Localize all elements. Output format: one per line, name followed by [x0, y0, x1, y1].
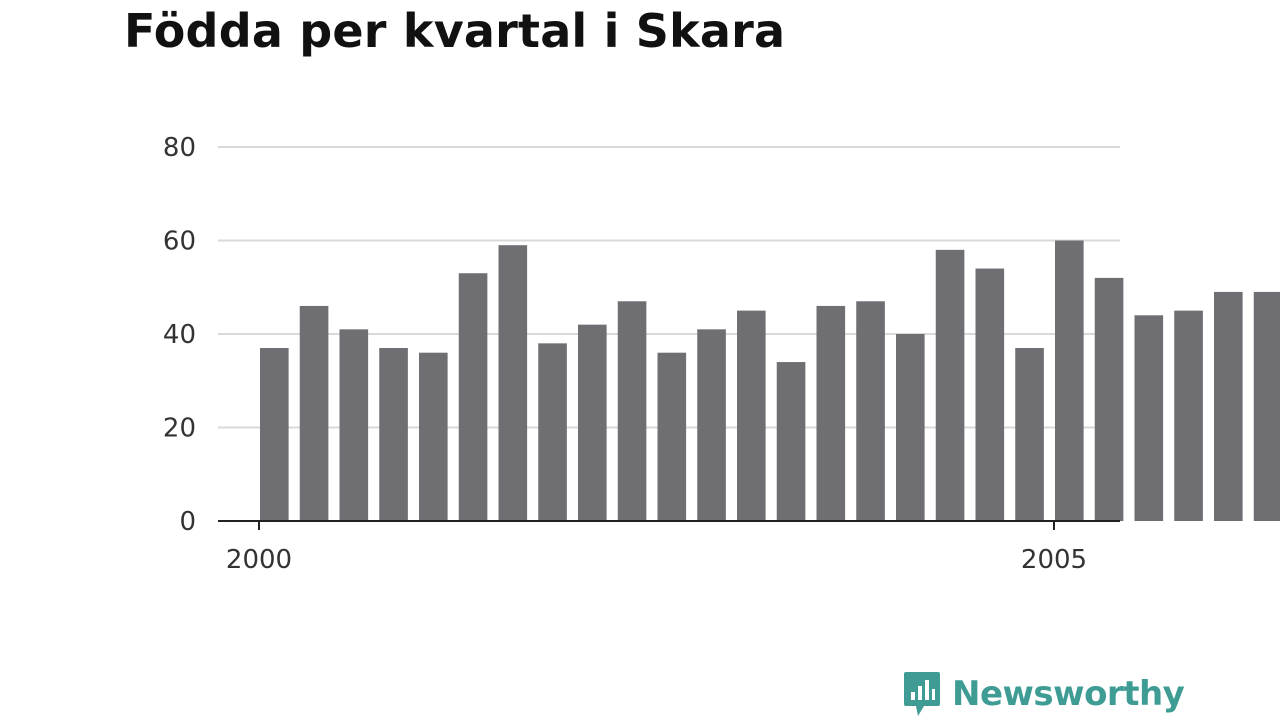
y-tick-label: 20 [163, 414, 196, 444]
brand-logo: Newsworthy [902, 668, 1185, 720]
bar [299, 305, 329, 521]
bar [458, 273, 488, 521]
y-tick-label: 0 [179, 507, 196, 537]
bar [657, 352, 687, 521]
bar [260, 348, 289, 521]
bar [1174, 310, 1203, 521]
x-tick-label: 2000 [226, 545, 292, 575]
y-tick-label: 40 [163, 320, 196, 350]
newsworthy-logo-icon [904, 672, 940, 716]
bar [896, 334, 925, 521]
brand-name: Newsworthy [952, 674, 1185, 714]
bar [1055, 240, 1084, 521]
bar [419, 352, 448, 521]
bar [776, 362, 806, 521]
bar [1214, 291, 1243, 521]
x-axis-ticks: 200020052010201520202025 [226, 521, 1087, 575]
gridlines [218, 146, 1120, 429]
bar [578, 324, 607, 521]
bar [1094, 277, 1124, 521]
bar [975, 268, 1005, 521]
y-tick-label: 60 [163, 227, 196, 257]
bar [379, 348, 408, 521]
bar [339, 329, 369, 521]
y-axis-ticks: 0 20 40 60 80 [163, 133, 196, 537]
bar [1015, 348, 1044, 521]
bar [1253, 291, 1280, 521]
chart-title: Födda per kvartal i Skara [124, 4, 786, 58]
bar [498, 245, 528, 522]
bar [816, 305, 846, 521]
x-tick-label: 2005 [1021, 545, 1087, 575]
bars [260, 240, 1280, 522]
bar [697, 329, 726, 521]
bar [856, 301, 885, 521]
bar [1134, 315, 1164, 521]
y-tick-label: 80 [163, 133, 196, 163]
bar [935, 249, 965, 521]
bar [737, 310, 766, 521]
bar [538, 343, 567, 521]
bar [617, 301, 647, 521]
